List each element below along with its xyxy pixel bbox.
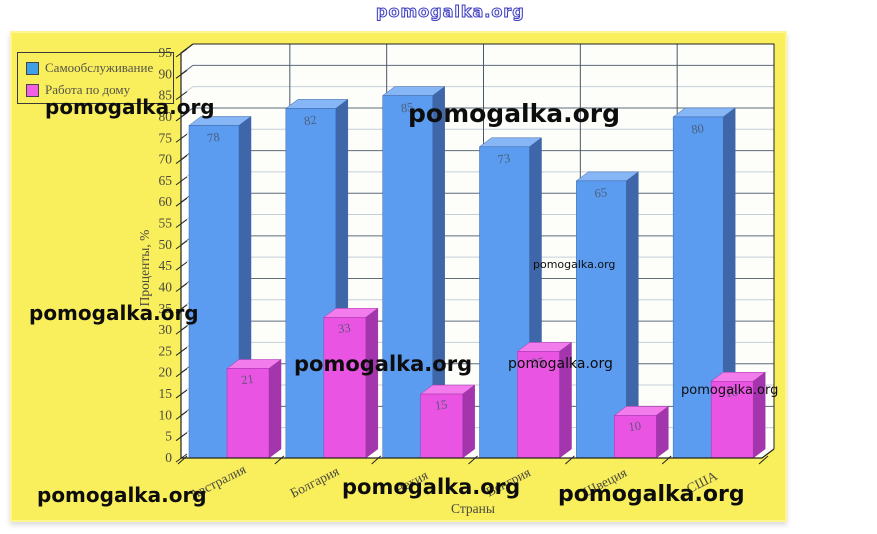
ticklabel: 25 [159, 343, 173, 358]
barlabel: 21 [240, 372, 254, 388]
legend: Самообслуживание Работа по дому [17, 52, 174, 104]
axistitle: Страны [451, 501, 495, 516]
ticklabel: 5 [165, 429, 172, 444]
axis-frame-front [180, 43, 775, 459]
bar [226, 358, 282, 459]
ticklabel: 75 [159, 130, 173, 145]
bar [575, 171, 640, 459]
ticklabel: 10 [159, 407, 173, 422]
barlabel: 82 [303, 113, 317, 129]
x-tick [565, 455, 575, 465]
barlabel: 25 [531, 355, 545, 371]
barlabel: 80 [690, 121, 704, 137]
bar [323, 307, 379, 459]
ticklabel: 0 [165, 450, 172, 465]
ticklabel: 15 [159, 386, 173, 401]
bar [613, 405, 670, 459]
legend-swatch-self-service [26, 61, 39, 75]
watermark: pomogalka.org [558, 482, 745, 507]
watermark: pomogalka.org [533, 258, 616, 271]
ticklabel: 40 [159, 279, 173, 294]
bar [419, 384, 476, 459]
barlabel: 15 [434, 397, 448, 413]
watermark: pomogalka.org [294, 352, 473, 376]
x-tick [758, 455, 769, 465]
watermark: pomogalka.org [376, 2, 525, 21]
legend-swatch-housework [26, 83, 39, 97]
barlabel: 85 [400, 100, 414, 116]
ticklabel: 50 [159, 237, 173, 252]
bar [381, 86, 446, 459]
ticklabel: 35 [159, 301, 173, 316]
legend-label-housework: Работа по дому [45, 82, 131, 97]
watermark: pomogalka.org [408, 99, 621, 128]
x-tick [661, 455, 672, 465]
barlabel: 33 [337, 321, 351, 337]
catlabel: Болгария [288, 463, 342, 500]
axis-frame-back [193, 43, 775, 449]
watermark: pomogalka.org [342, 475, 521, 499]
ticklabel: 20 [159, 365, 173, 380]
ticklabel: 55 [159, 216, 173, 231]
ticklabel: 80 [159, 109, 173, 124]
legend-label-self-service: Самообслуживание [45, 60, 154, 75]
x-tick [177, 455, 188, 465]
x-tick [274, 455, 285, 465]
watermark: pomogalka.org [29, 301, 199, 325]
barlabel: 65 [594, 185, 608, 201]
watermark: pomogalka.org [508, 356, 613, 372]
ticklabel: 70 [159, 152, 173, 167]
ticklabel: 45 [159, 258, 173, 273]
barlabel: 10 [628, 419, 642, 435]
ticklabel: 60 [159, 194, 173, 209]
x-tick [468, 455, 478, 465]
ticklabel: 65 [159, 173, 173, 188]
watermark: pomogalka.org [37, 483, 207, 507]
ticklabel: 90 [159, 66, 173, 81]
barlabel: 73 [497, 151, 511, 167]
ticklabel: 30 [159, 322, 173, 337]
legend-item-self-service: Самообслуживание [26, 57, 173, 79]
watermark: pomogalka.org [681, 383, 779, 398]
x-tick [371, 455, 381, 465]
ticklabel: 85 [159, 88, 173, 103]
barlabel: 18 [724, 385, 738, 401]
bar [478, 137, 543, 459]
watermark: pomogalka.org [45, 95, 215, 119]
legend-item-housework: Работа по дому [26, 79, 173, 101]
bar [710, 371, 766, 459]
barlabel: 78 [206, 130, 220, 146]
axistitle: Проценты, % [137, 230, 152, 307]
